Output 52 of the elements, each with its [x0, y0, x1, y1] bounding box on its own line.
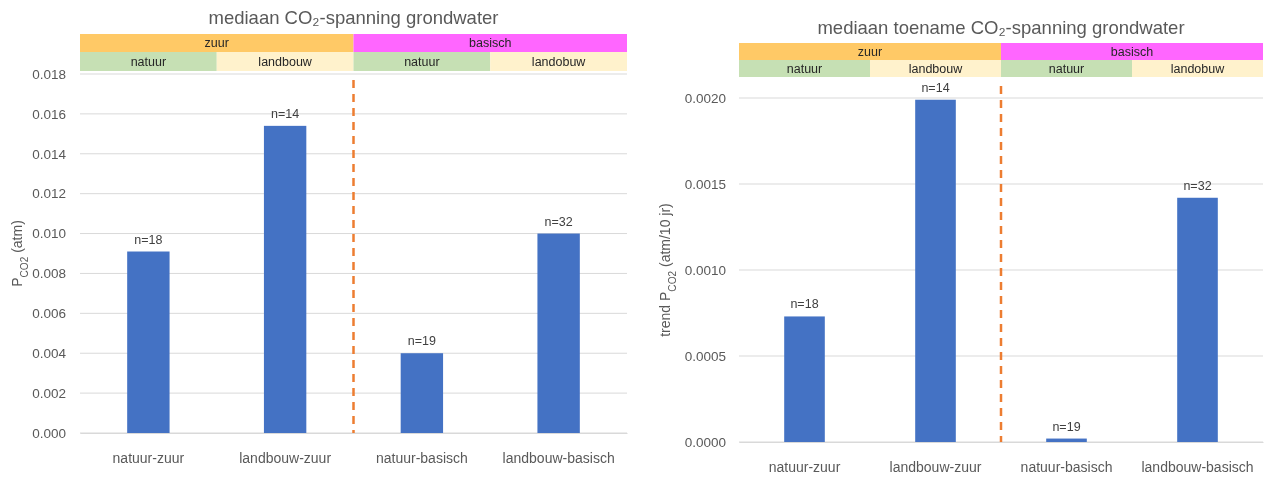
bar [127, 251, 170, 433]
annotation: n=14 [271, 106, 300, 121]
bar [915, 99, 956, 442]
y-tick-label: 0.0010 [684, 262, 726, 278]
x-tick-label: natuur-basisch [375, 449, 468, 466]
annotation: n=32 [1183, 178, 1212, 193]
text: landbouw [908, 61, 964, 76]
y-tick-label: 0.000 [32, 425, 66, 441]
text: landbouw [258, 54, 313, 69]
text: landobuw [531, 54, 587, 69]
text: basisch [1110, 44, 1154, 59]
text: basisch [469, 36, 512, 51]
y-tick-label: 0.016 [32, 106, 66, 122]
text: natuur [404, 54, 440, 69]
text: landobuw [1170, 61, 1226, 76]
text: zuur [857, 44, 883, 59]
y-tick-label: 0.010 [32, 226, 66, 242]
text: natuur [130, 54, 167, 69]
y-tick-label: 0.004 [32, 346, 67, 362]
y-tick-label: 0.014 [32, 146, 67, 162]
annotation: n=32 [544, 214, 573, 229]
x-tick-label: natuur-basisch [1020, 458, 1113, 475]
text: natuur [1048, 61, 1085, 76]
annotation: n=19 [407, 334, 436, 349]
bar [400, 353, 444, 433]
x-tick-label: natuur-zuur [768, 458, 841, 475]
y-tick-label: 0.006 [32, 306, 66, 322]
x-tick-label: landbouw-basisch [1141, 458, 1254, 475]
y-tick-label: 0.002 [32, 385, 66, 401]
x-tick-label: landbouw-zuur [889, 458, 982, 475]
bar [1177, 197, 1218, 442]
bar [784, 316, 825, 442]
y-tick-label: 0.0015 [684, 176, 726, 192]
chart-title: mediaan toename CO₂-spanning grondwater [817, 17, 1185, 38]
y-tick-label: 0.018 [32, 66, 66, 82]
x-tick-label: landbouw-zuur [239, 449, 332, 466]
annotation: n=18 [790, 297, 819, 312]
annotation: n=14 [921, 80, 950, 95]
y-tick-label: 0.0005 [684, 348, 726, 364]
x-tick-label: landbouw-basisch [502, 449, 615, 466]
y-tick-label: 0.0020 [684, 90, 726, 106]
y-tick-label: 0.0000 [684, 434, 726, 450]
annotation: n=19 [1052, 419, 1081, 434]
annotation: n=18 [134, 232, 163, 247]
x-tick-label: natuur-zuur [112, 449, 185, 466]
text: zuur [204, 36, 229, 51]
y-tick-label: 0.008 [32, 266, 66, 282]
chart-title: mediaan CO₂-spanning grondwater [208, 7, 499, 28]
text: natuur [786, 61, 823, 76]
bar [263, 125, 307, 433]
y-tick-label: 0.012 [32, 186, 66, 202]
bar [537, 233, 580, 433]
